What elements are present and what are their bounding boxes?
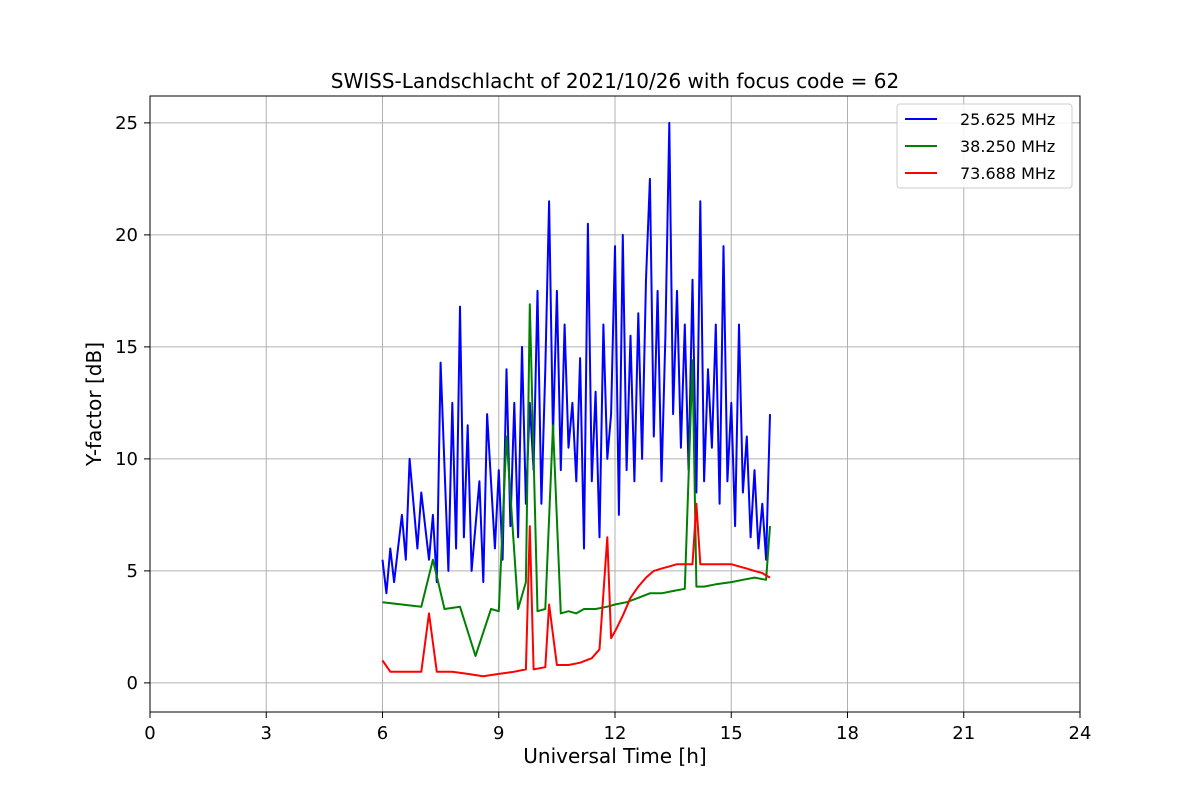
legend-label: 73.688 MHz bbox=[960, 164, 1055, 183]
y-tick-label: 5 bbox=[127, 561, 138, 582]
y-tick-label: 0 bbox=[127, 673, 138, 694]
legend-label: 38.250 MHz bbox=[960, 137, 1055, 156]
y-tick-label: 20 bbox=[115, 225, 138, 246]
series-layer bbox=[381, 121, 771, 678]
chart-title: SWISS-Landschlacht of 2021/10/26 with fo… bbox=[331, 69, 899, 93]
series-line-2 bbox=[382, 303, 771, 657]
x-tick-label: 9 bbox=[493, 723, 504, 744]
legend: 25.625 MHz 38.250 MHz 73.688 MHz bbox=[896, 103, 1073, 189]
x-tick-label: 18 bbox=[836, 723, 859, 744]
y-axis-label: Y-factor [dB] bbox=[82, 342, 106, 467]
ticks: 0 3 6 9 12 15 18 21 24 0 5 10 15 20 25 bbox=[115, 113, 1091, 744]
y-tick-label: 25 bbox=[115, 113, 138, 134]
x-tick-label: 24 bbox=[1069, 723, 1092, 744]
series-line-3 bbox=[381, 502, 771, 678]
x-tick-label: 15 bbox=[720, 723, 743, 744]
x-axis-label: Universal Time [h] bbox=[523, 744, 706, 768]
x-tick-label: 6 bbox=[377, 723, 388, 744]
x-tick-label: 21 bbox=[952, 723, 975, 744]
series-line-1 bbox=[381, 121, 771, 595]
x-tick-label: 3 bbox=[261, 723, 272, 744]
legend-label: 25.625 MHz bbox=[960, 110, 1055, 129]
y-tick-label: 10 bbox=[115, 449, 138, 470]
legend-box bbox=[896, 103, 1073, 189]
x-tick-label: 12 bbox=[604, 723, 627, 744]
y-tick-label: 15 bbox=[115, 337, 138, 358]
x-tick-label: 0 bbox=[144, 723, 155, 744]
